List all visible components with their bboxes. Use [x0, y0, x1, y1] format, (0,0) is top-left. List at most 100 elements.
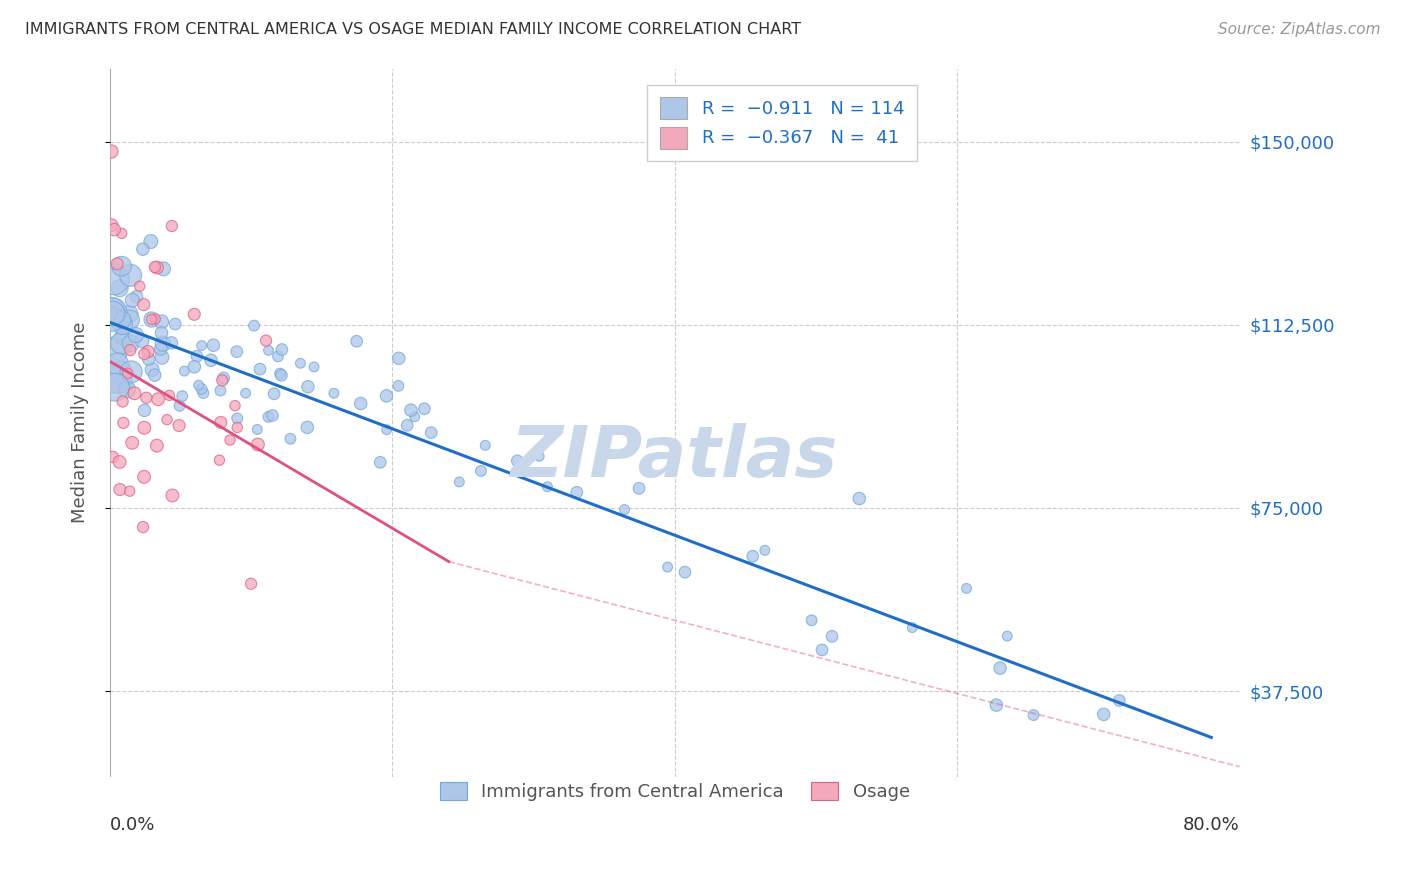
Point: [800, 613, 823, 627]
Point: [811, 643, 834, 657]
Point: [100, 145, 122, 159]
Point: [183, 307, 205, 321]
Point: [527, 449, 550, 463]
Point: [101, 450, 124, 464]
Point: [146, 260, 169, 275]
Point: [243, 318, 266, 333]
Point: [173, 364, 195, 378]
Point: [162, 488, 184, 502]
Point: [257, 343, 280, 358]
Point: [202, 338, 225, 352]
Point: [111, 227, 134, 241]
Point: [108, 483, 131, 497]
Point: [200, 353, 222, 368]
Point: [226, 411, 249, 425]
Point: [101, 312, 124, 326]
Point: [108, 455, 131, 469]
Point: [219, 433, 242, 447]
Point: [128, 279, 150, 293]
Point: [134, 403, 156, 417]
Point: [613, 502, 636, 516]
Point: [302, 359, 325, 374]
Y-axis label: Median Family Income: Median Family Income: [72, 322, 89, 524]
Point: [103, 222, 125, 236]
Point: [146, 439, 169, 453]
Point: [125, 290, 148, 304]
Point: [110, 259, 132, 273]
Point: [246, 422, 269, 436]
Point: [754, 543, 776, 558]
Point: [986, 698, 1008, 712]
Point: [193, 386, 215, 401]
Point: [270, 368, 292, 383]
Point: [186, 349, 208, 363]
Point: [100, 218, 122, 232]
Point: [821, 629, 844, 643]
Point: [346, 334, 368, 349]
Point: [103, 344, 125, 359]
Point: [107, 311, 129, 326]
Point: [135, 391, 157, 405]
Point: [110, 375, 132, 389]
Point: [280, 432, 302, 446]
Point: [108, 315, 131, 329]
Point: [150, 351, 173, 365]
Point: [399, 403, 422, 417]
Point: [1108, 693, 1130, 707]
Point: [134, 421, 156, 435]
Point: [387, 379, 409, 393]
Point: [627, 481, 650, 495]
Point: [120, 343, 142, 358]
Point: [297, 380, 319, 394]
Point: [190, 338, 212, 352]
Point: [111, 318, 134, 332]
Point: [240, 576, 263, 591]
Point: [150, 326, 173, 340]
Point: [118, 307, 141, 321]
Point: [108, 281, 131, 295]
Text: Source: ZipAtlas.com: Source: ZipAtlas.com: [1218, 22, 1381, 37]
Point: [375, 423, 398, 437]
Legend: Immigrants from Central America, Osage: Immigrants from Central America, Osage: [434, 776, 915, 806]
Text: 0.0%: 0.0%: [110, 815, 156, 833]
Point: [143, 368, 166, 383]
Point: [235, 386, 257, 401]
Point: [152, 261, 174, 276]
Point: [141, 362, 163, 376]
Point: [262, 409, 284, 423]
Point: [132, 298, 155, 312]
Point: [125, 328, 148, 343]
Point: [506, 454, 529, 468]
Point: [103, 272, 125, 286]
Point: [141, 312, 163, 326]
Point: [110, 336, 132, 351]
Point: [1092, 707, 1115, 722]
Point: [141, 312, 163, 326]
Point: [172, 389, 194, 403]
Point: [160, 219, 183, 233]
Point: [167, 418, 190, 433]
Point: [396, 418, 419, 433]
Point: [136, 344, 159, 359]
Point: [267, 349, 290, 363]
Point: [246, 437, 269, 451]
Point: [350, 396, 373, 410]
Point: [105, 257, 128, 271]
Point: [100, 304, 122, 318]
Point: [673, 565, 696, 579]
Point: [132, 242, 155, 256]
Point: [536, 480, 558, 494]
Point: [183, 359, 205, 374]
Point: [112, 416, 135, 430]
Point: [470, 464, 492, 478]
Point: [101, 304, 124, 318]
Point: [224, 399, 246, 413]
Point: [157, 388, 180, 402]
Point: [209, 416, 232, 430]
Point: [413, 401, 436, 416]
Point: [138, 352, 160, 367]
Point: [149, 342, 172, 356]
Point: [146, 392, 169, 407]
Point: [120, 365, 142, 379]
Point: [143, 312, 166, 326]
